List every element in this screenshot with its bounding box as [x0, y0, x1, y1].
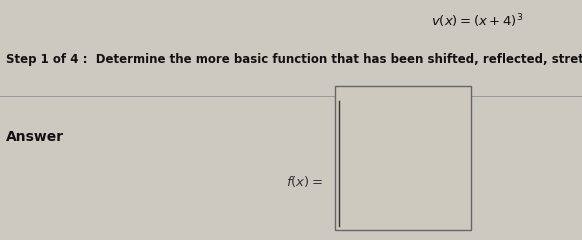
Text: $f(x) =$: $f(x) =$ [286, 174, 323, 189]
Text: $v(x) = (x + 4)^3$: $v(x) = (x + 4)^3$ [431, 12, 523, 30]
Bar [335, 86, 471, 230]
Text: Answer: Answer [6, 130, 64, 144]
Text: Step 1 of 4 :  Determine the more basic function that has been shifted, reflecte: Step 1 of 4 : Determine the more basic f… [6, 53, 582, 66]
